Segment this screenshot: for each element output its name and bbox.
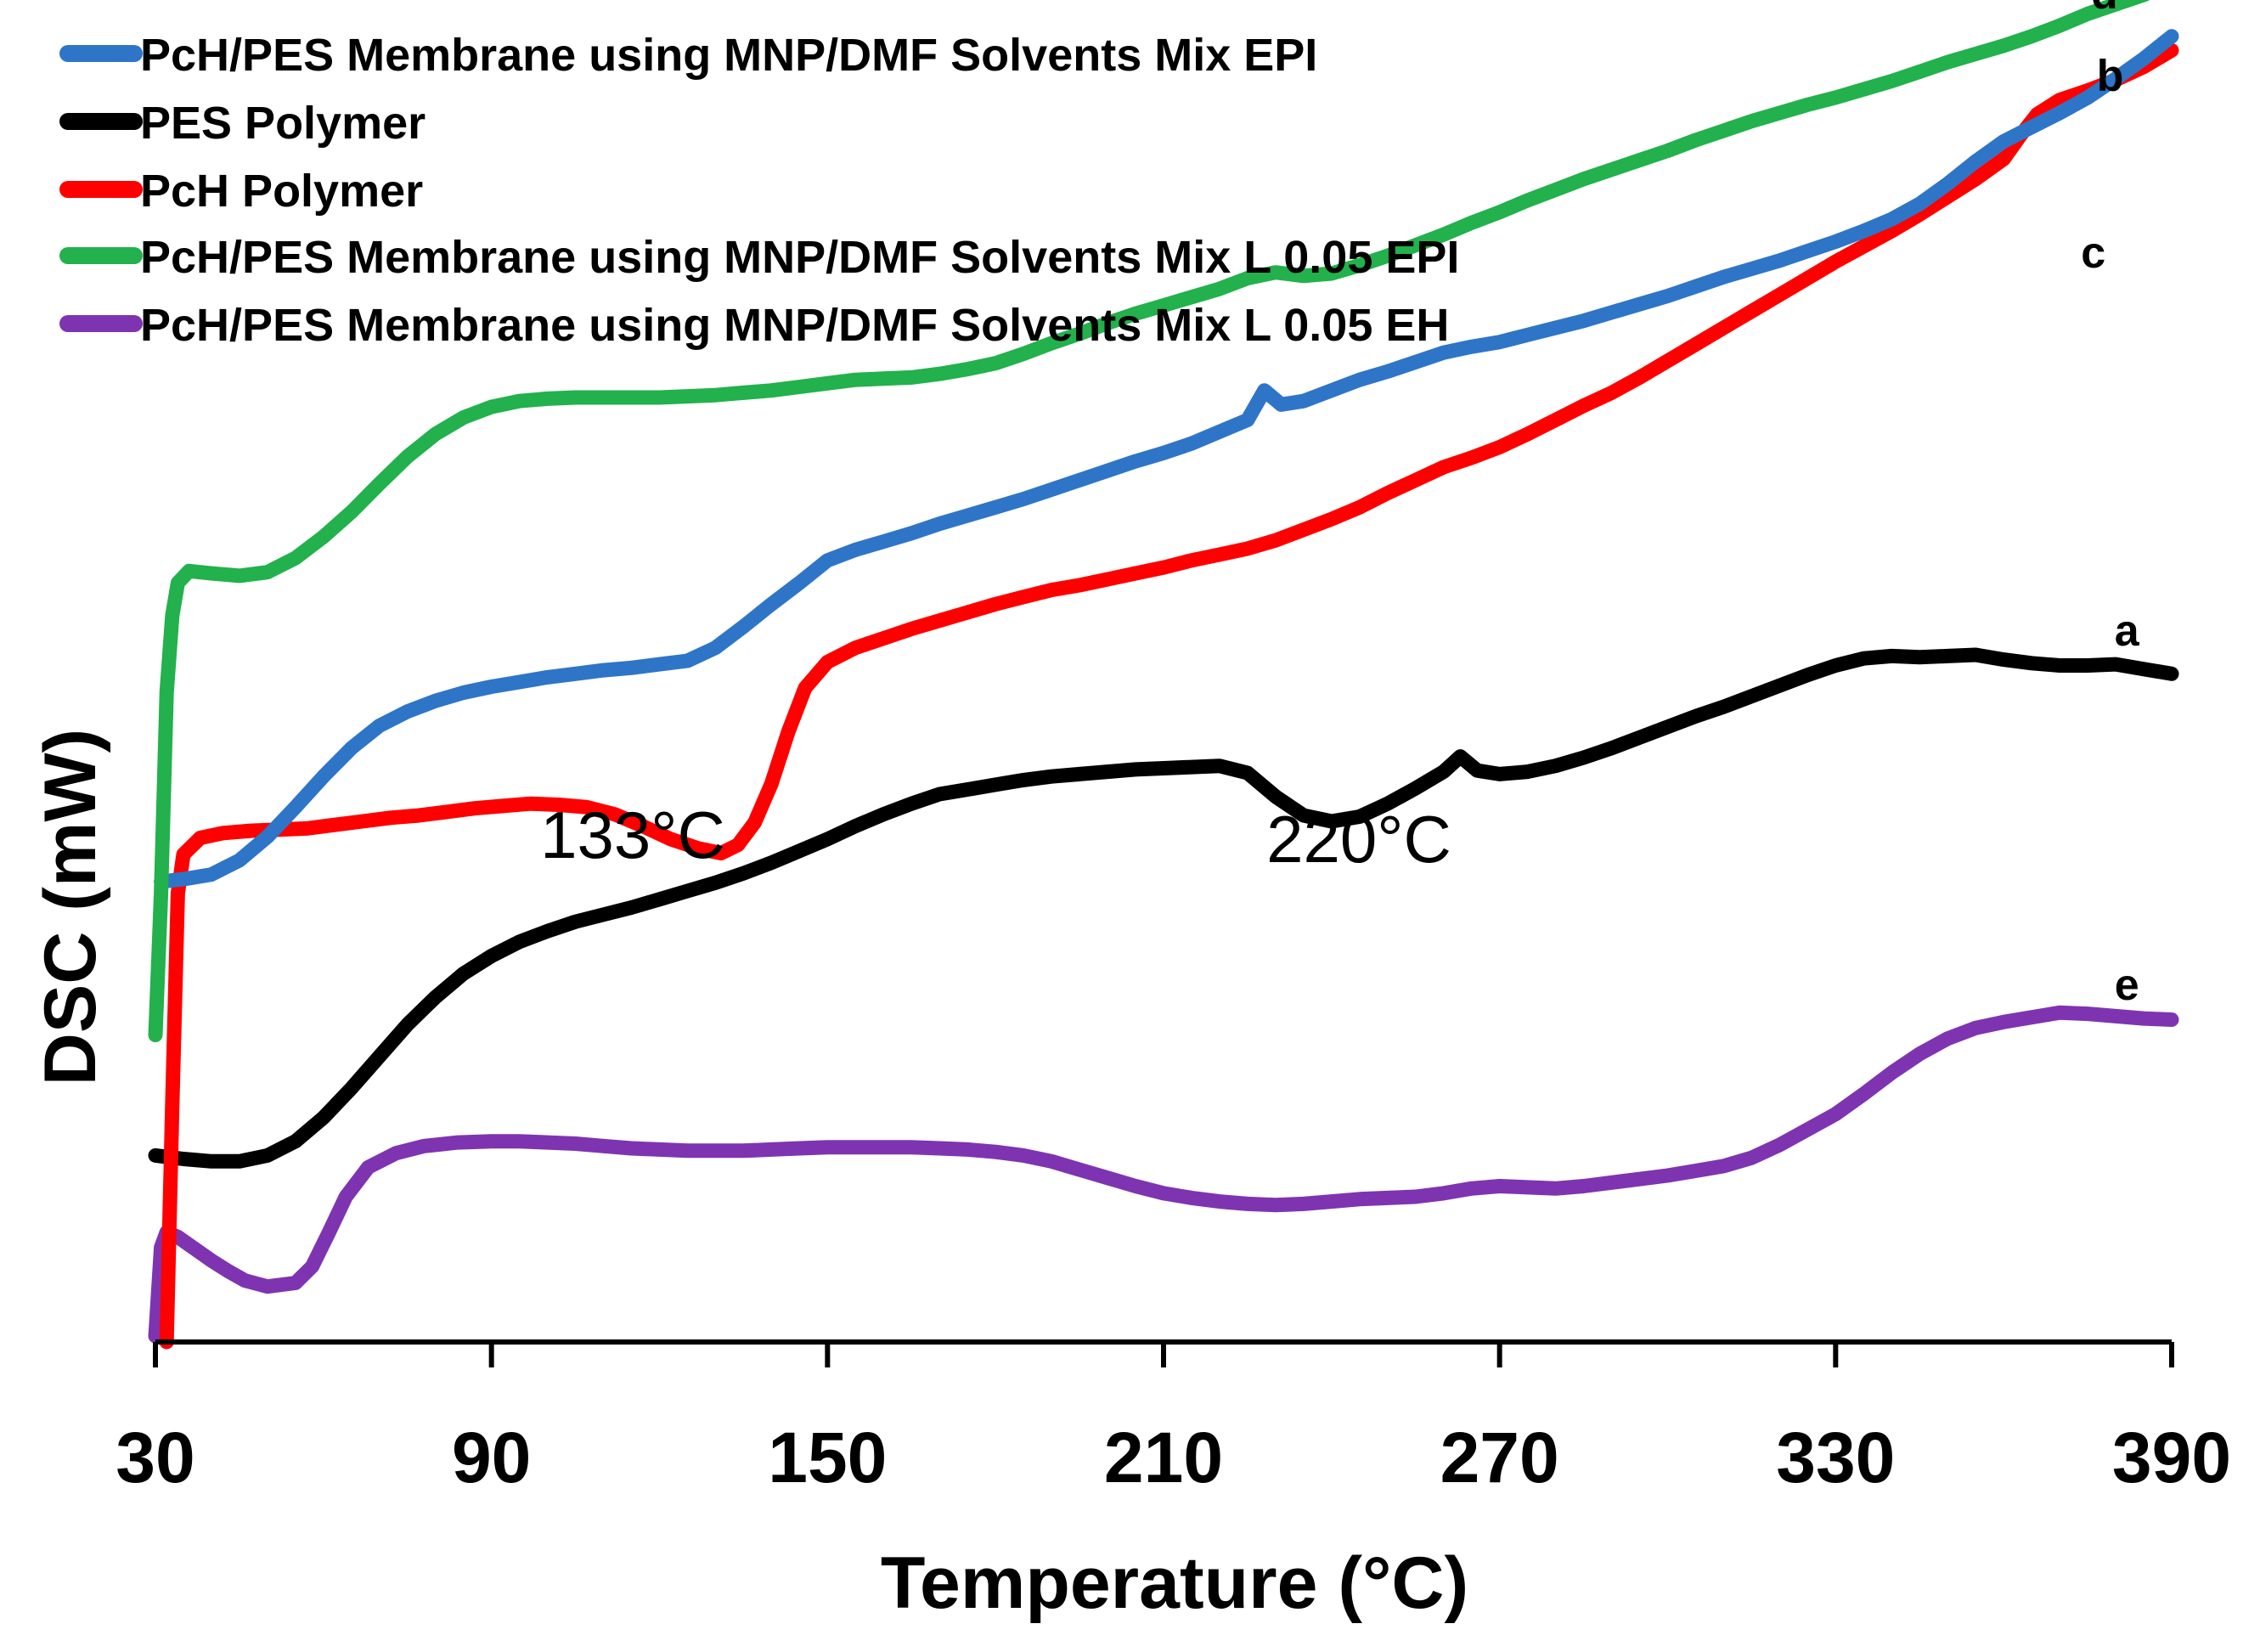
legend: PcH/PES Membrane using MNP/DMF Solvents … [59,30,1459,351]
x-tick-label: 270 [1440,1418,1559,1497]
x-ticks: 30 90 150 210 270 330 390 [116,1342,2231,1497]
annotation-layer: 133°C 220°C c a b d e [540,0,2140,1010]
curve-label-a: a [2115,606,2140,656]
legend-label-d: PcH/PES Membrane using MNP/DMF Solvents … [140,232,1459,283]
legend-label-a: PES Polymer [140,98,426,149]
curve-label-e: e [2115,961,2139,1010]
x-tick-label: 90 [452,1418,531,1497]
curve-label-b: b [2097,52,2124,101]
series-line-a [148,647,2179,1169]
annotation-label: 133°C [540,798,725,872]
x-axis-title: Temperature (°C) [881,1542,1468,1624]
series-line-c [154,29,2179,889]
legend-label-e: PcH/PES Membrane using MNP/DMF Solvents … [140,300,1449,351]
legend-label-b: PcH Polymer [140,166,423,217]
x-tick-label: 150 [768,1418,887,1497]
series-line-b [159,42,2179,1350]
x-tick-label: 390 [2112,1418,2231,1497]
x-tick-label: 330 [1776,1418,1895,1497]
annotation-label: 220°C [1266,802,1451,877]
series-line-e [148,1005,2179,1344]
series-line-d [148,0,2150,1043]
x-tick-label: 210 [1104,1418,1223,1497]
series-layer [148,0,2179,1350]
axes-layer: 30 90 150 210 270 330 390 [116,1339,2231,1497]
curve-label-d: d [2091,0,2118,18]
curve-label-c: c [2081,228,2105,278]
x-tick-label: 30 [116,1418,194,1497]
y-axis-title: DSC (mW) [30,729,111,1085]
legend-label-c: PcH/PES Membrane using MNP/DMF Solvents … [140,30,1317,81]
